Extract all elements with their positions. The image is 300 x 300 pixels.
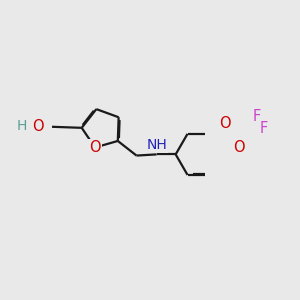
Text: F: F — [260, 122, 268, 136]
Text: O: O — [89, 140, 101, 155]
Text: F: F — [253, 109, 261, 124]
Text: O: O — [219, 116, 231, 131]
Text: H: H — [16, 119, 27, 133]
Text: O: O — [233, 140, 244, 155]
Text: NH: NH — [146, 138, 167, 152]
Text: O: O — [32, 119, 44, 134]
